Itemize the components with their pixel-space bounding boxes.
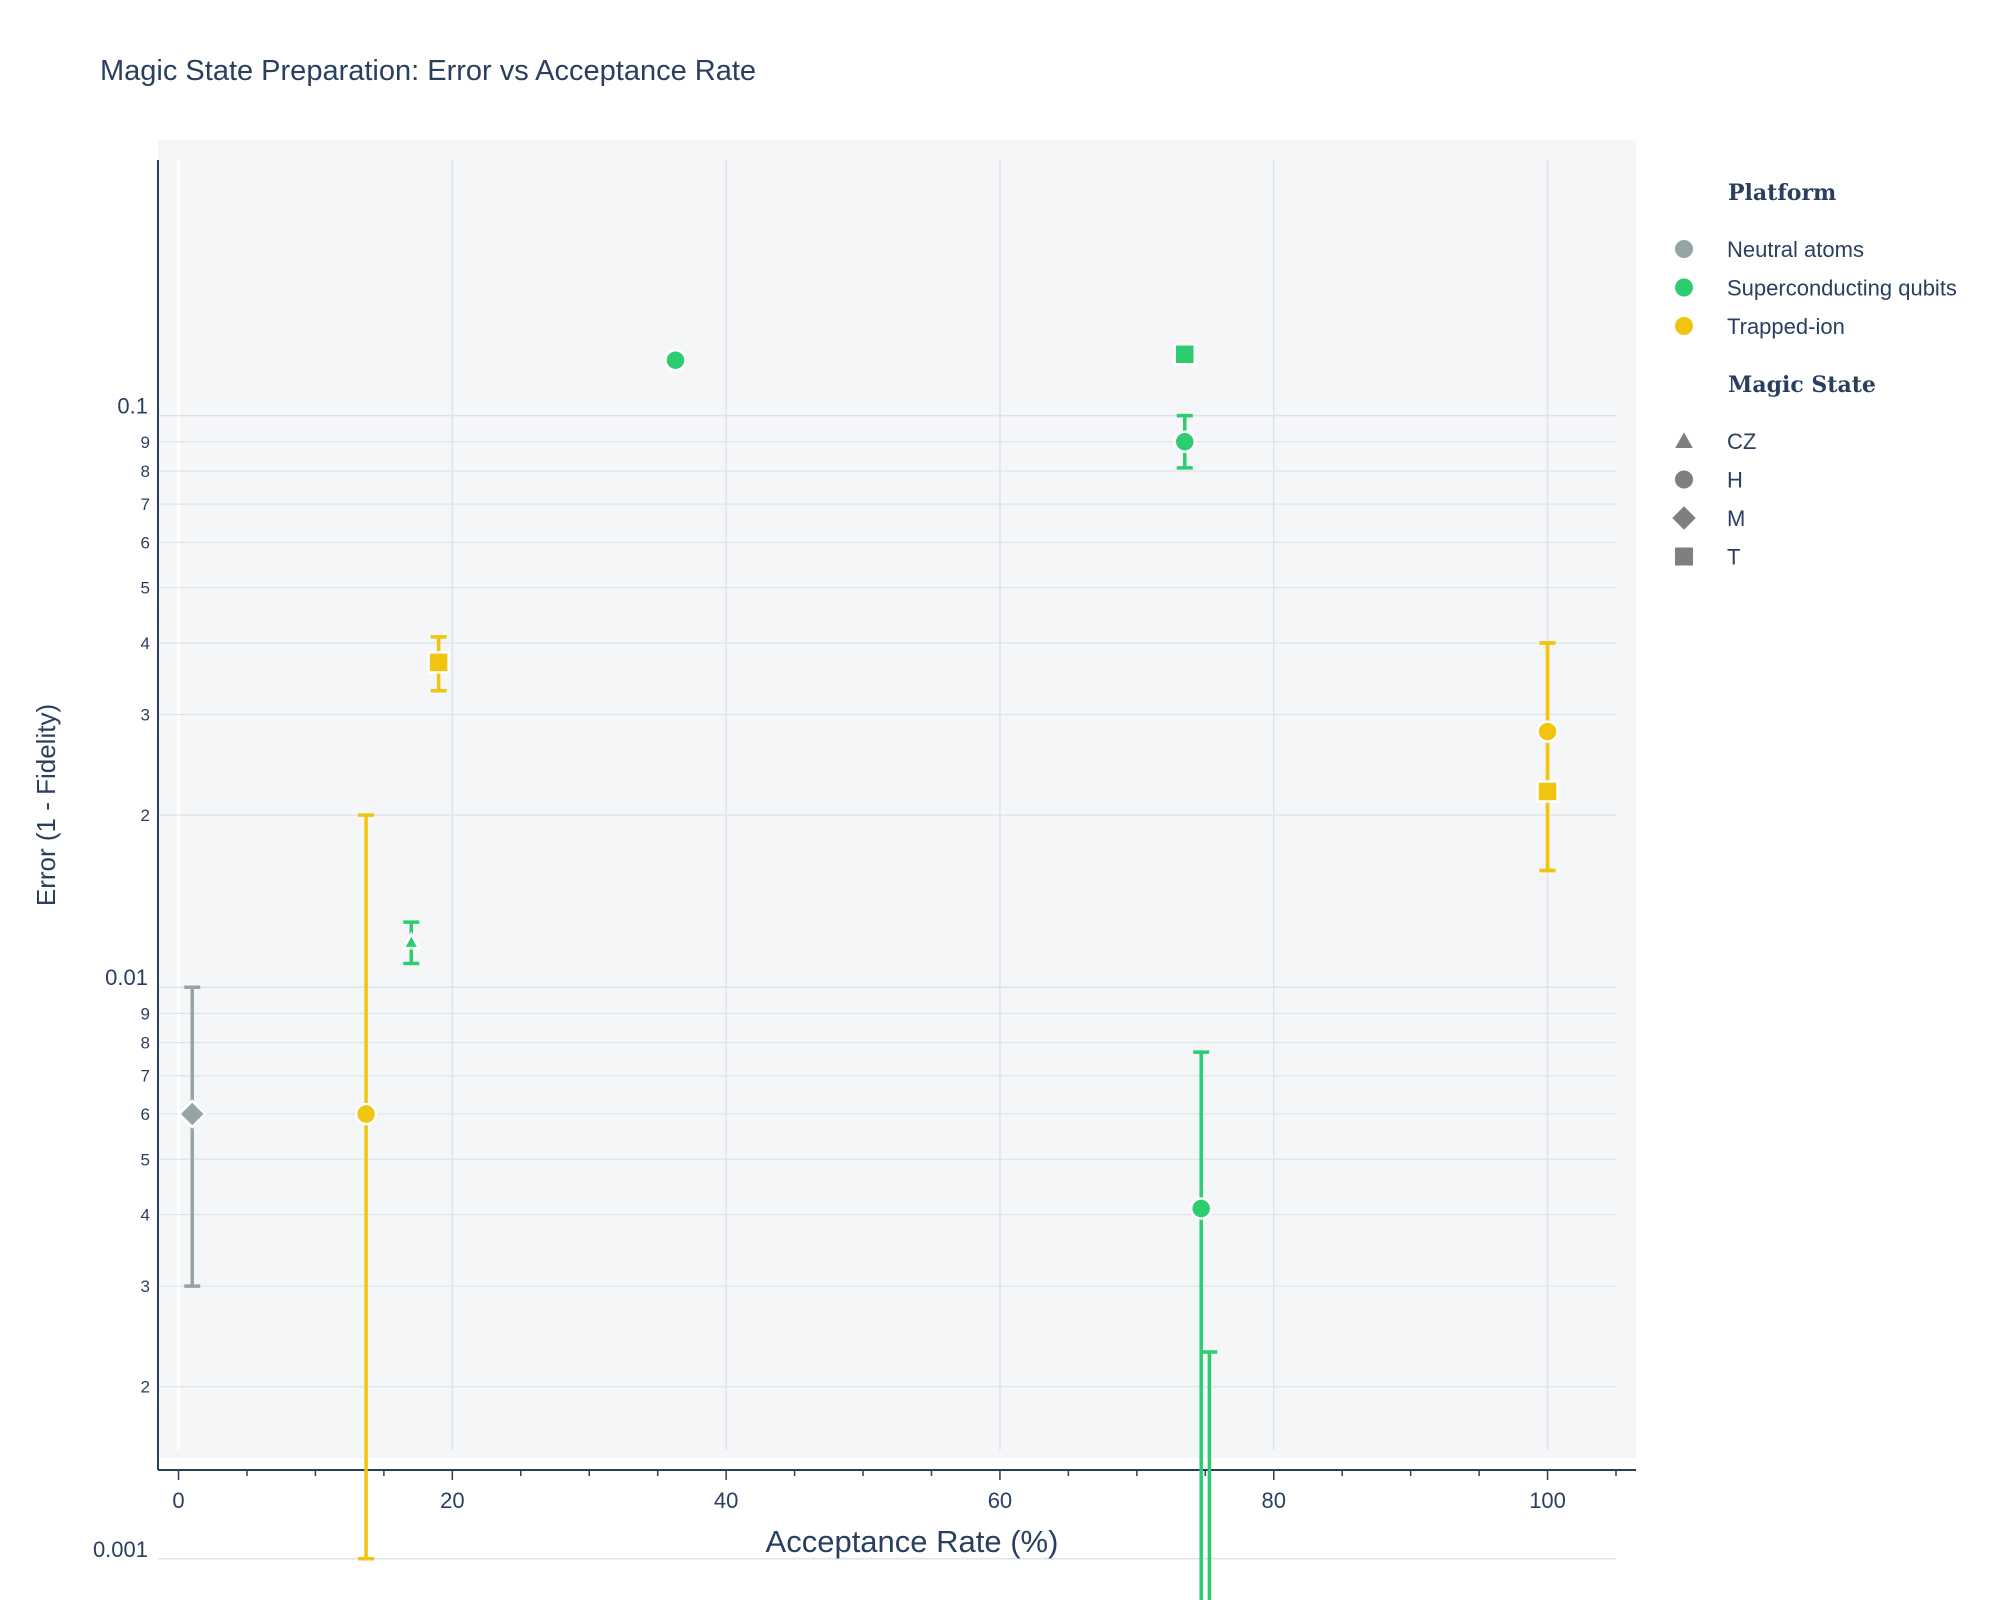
data-point-2 xyxy=(1173,343,1197,366)
x-tick-label-60: 60 xyxy=(988,1488,1012,1513)
x-tick-label-20: 20 xyxy=(440,1488,464,1513)
y-tick-label-minor-1: 3 xyxy=(141,1277,150,1296)
data-markers xyxy=(177,343,1559,1220)
legend-label-state-1: H xyxy=(1727,468,1743,493)
error-bar-0 xyxy=(184,985,201,1288)
y-tick-label-minor-13: 7 xyxy=(141,495,150,514)
y-tick-label-minor-12: 6 xyxy=(141,533,150,552)
legend: Platform Neutral atoms Superconducting qub… xyxy=(1672,180,1957,570)
x-tick-label-100: 100 xyxy=(1529,1488,1566,1513)
y-tick-label-minor-6: 8 xyxy=(141,1034,150,1053)
x-tick-label-80: 80 xyxy=(1262,1488,1286,1513)
data-point-9 xyxy=(1536,720,1559,743)
y-tick-label-minor-5: 7 xyxy=(141,1067,150,1086)
y-tick-label-minor-14: 8 xyxy=(141,462,150,481)
y-axis-title: Error (1 - Fidelity) xyxy=(31,704,61,906)
y-tick-label-minor-4: 6 xyxy=(141,1105,150,1124)
y-tick-label-minor-3: 5 xyxy=(141,1150,150,1169)
data-point-0 xyxy=(177,1099,207,1129)
error-bars xyxy=(184,413,1556,1600)
legend-label-state-3: T xyxy=(1727,545,1740,570)
x-tick-label-40: 40 xyxy=(714,1488,738,1513)
y-tick-label-minor-10: 4 xyxy=(141,634,150,653)
x-tick-label-0: 0 xyxy=(172,1488,184,1513)
data-point-7 xyxy=(427,651,450,674)
y-tick-label-minor-11: 5 xyxy=(141,579,150,598)
y-tick-label-minor-15: 9 xyxy=(141,433,150,452)
y-tick-label-minor-0: 2 xyxy=(141,1378,150,1397)
data-point-4 xyxy=(401,931,422,950)
legend-label-platform-1: Superconducting qubits xyxy=(1727,276,1957,301)
x-axis-title: Acceptance Rate (%) xyxy=(766,1524,1059,1559)
grid-lines xyxy=(158,160,1616,1560)
error-bar-8 xyxy=(358,813,375,1561)
data-point-10 xyxy=(1536,780,1559,803)
legend-title-platform: Platform xyxy=(1728,180,1836,206)
y-tick-label-minor-7: 9 xyxy=(141,1004,150,1023)
y-tick-label-minor-9: 3 xyxy=(141,705,150,724)
legend-label-state-0: CZ xyxy=(1727,429,1756,454)
y-tick-label-major-1: 0.01 xyxy=(105,965,148,990)
legend-marker-platform-1 xyxy=(1675,278,1693,297)
error-bar-5 xyxy=(1193,1050,1210,1600)
plot-background xyxy=(158,140,1636,1458)
y-tick-label-minor-2: 4 xyxy=(141,1206,150,1225)
legend-marker-state-0 xyxy=(1675,432,1693,449)
legend-marker-state-1 xyxy=(1675,470,1693,489)
data-point-5 xyxy=(1189,1197,1213,1220)
legend-title-magic-state: Magic State xyxy=(1728,372,1876,398)
error-bar-10 xyxy=(1539,641,1556,873)
tick-labels: 0 20 40 60 80 100 0.001 0.01 0.1 2 3 4 5 6 7 8 9 2 3 4 5 6 7 8 9 xyxy=(93,394,1566,1562)
chart-title: Magic State Preparation: Error vs Accept… xyxy=(100,55,756,87)
legend-label-state-2: M xyxy=(1727,506,1745,531)
legend-marker-state-2 xyxy=(1672,506,1696,530)
legend-marker-platform-2 xyxy=(1675,317,1693,335)
y-tick-label-major-2: 0.1 xyxy=(117,394,148,419)
y-tick-label-major-0: 0.001 xyxy=(93,1537,148,1562)
data-point-1 xyxy=(664,348,687,372)
legend-marker-state-3 xyxy=(1675,547,1693,566)
legend-marker-platform-0 xyxy=(1675,240,1693,258)
error-bar-6 xyxy=(1201,1350,1218,1600)
legend-label-platform-2: Trapped-ion xyxy=(1727,314,1845,339)
legend-label-platform-0: Neutral atoms xyxy=(1727,237,1864,262)
y-tick-label-minor-8: 2 xyxy=(141,806,150,825)
axes xyxy=(157,160,1636,1480)
data-point-8 xyxy=(354,1102,378,1126)
data-point-3 xyxy=(1173,430,1197,454)
